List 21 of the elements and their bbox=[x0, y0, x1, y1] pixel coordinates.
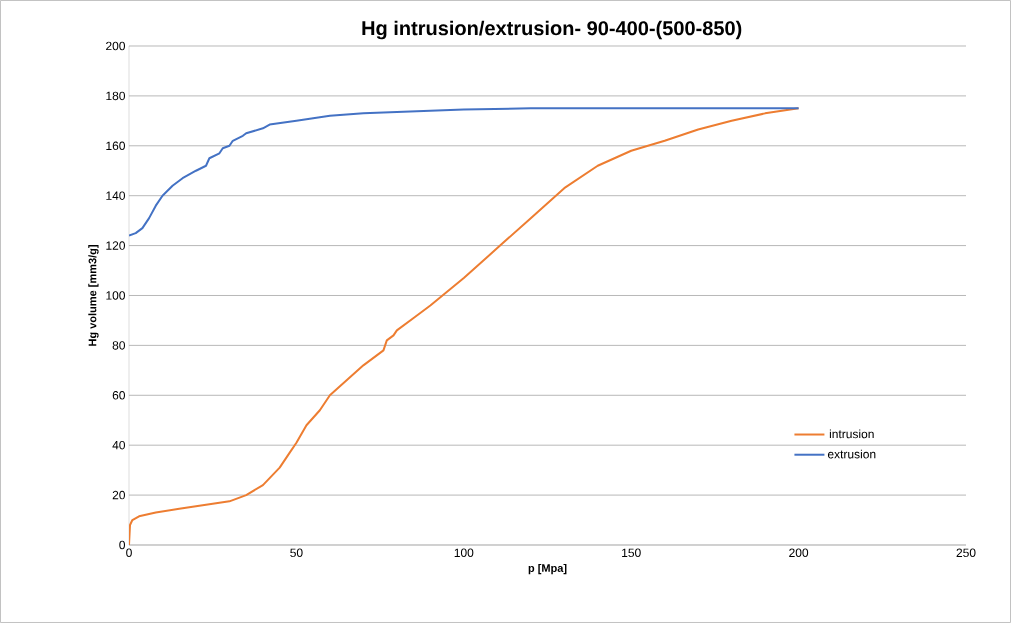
y-tick-label: 120 bbox=[106, 241, 126, 250]
y-tick-label: 40 bbox=[112, 440, 126, 450]
y-tick-label: 80 bbox=[112, 341, 126, 350]
y-tick-label: 180 bbox=[106, 91, 126, 101]
legend-label: extrusion bbox=[827, 449, 876, 459]
y-tick-label: 200 bbox=[106, 41, 126, 51]
x-tick-label: 100 bbox=[454, 548, 474, 558]
chart-title: Hg intrusion/extrusion- 90-400-(500-850) bbox=[362, 20, 742, 40]
y-tick-label: 160 bbox=[106, 141, 126, 151]
x-axis-title: p [Mpa] bbox=[528, 563, 567, 575]
y-axis-title: Hg volume [mm3/g] bbox=[88, 245, 99, 346]
x-tick-label: 250 bbox=[956, 548, 976, 558]
y-tick-label: 60 bbox=[112, 391, 126, 400]
x-tick-label: 50 bbox=[290, 548, 303, 558]
y-tick-label: 100 bbox=[106, 291, 126, 300]
legend-label: intrusion bbox=[829, 429, 874, 439]
y-tick-label: 0 bbox=[119, 540, 126, 550]
x-tick-label: 150 bbox=[622, 548, 641, 558]
y-tick-label: 140 bbox=[106, 191, 126, 200]
x-tick-label: 200 bbox=[789, 548, 809, 558]
y-tick-label: 20 bbox=[112, 490, 126, 500]
